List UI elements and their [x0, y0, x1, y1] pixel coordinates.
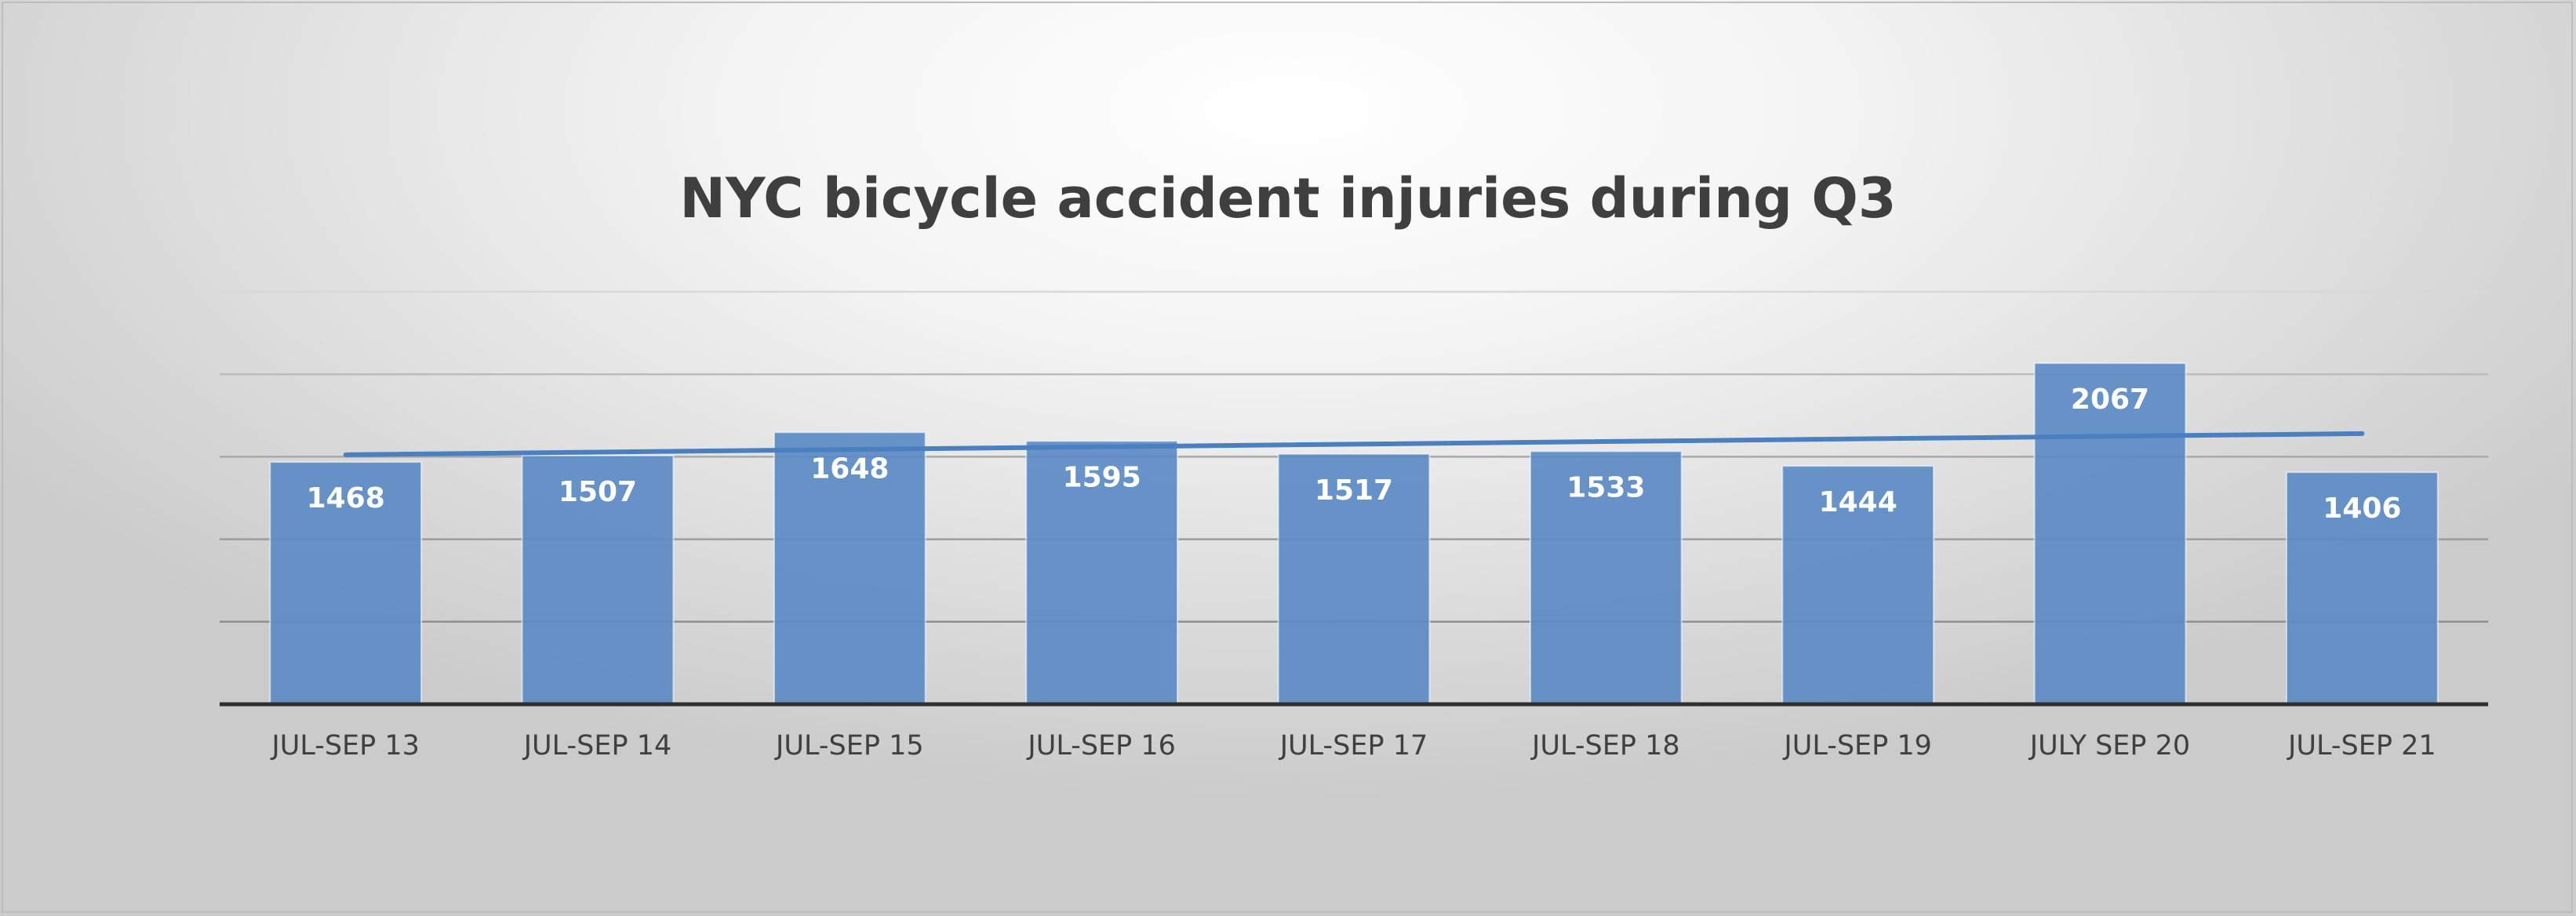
- bar: [521, 454, 675, 705]
- chart-title: NYC bicycle accident injuries during Q3: [679, 166, 1897, 231]
- bar-value-label: 2067: [2071, 383, 2149, 416]
- data-labels: 1468 1507 1648 1595 1517 1533 1444 2067 1406: [307, 383, 2402, 525]
- bar-value-label: 1444: [1819, 486, 1897, 518]
- bar-value-label: 1648: [810, 453, 889, 485]
- trendline: [343, 431, 2365, 457]
- x-tick-label: JUL-SEP 18: [1530, 730, 1680, 762]
- bar: [1025, 440, 1179, 705]
- bar: [773, 431, 926, 705]
- bar-value-label: 1406: [2323, 493, 2401, 525]
- bar-value-label: 1468: [307, 482, 385, 514]
- bar: [1277, 453, 1431, 705]
- bars: [269, 362, 2439, 705]
- bar-value-label: 1533: [1566, 471, 1645, 503]
- x-tick-label: JUL-SEP 16: [1026, 730, 1176, 762]
- bar: [2285, 471, 2439, 705]
- x-tick-label: JUL-SEP 15: [774, 730, 924, 762]
- bar: [1781, 465, 1935, 705]
- bar: [2033, 362, 2187, 705]
- x-axis: JUL-SEP 13 JUL-SEP 14 JUL-SEP 15 JUL-SEP 16…: [220, 702, 2488, 762]
- x-tick-label: JUL-SEP 14: [522, 730, 672, 762]
- trendline-layer: [343, 431, 2365, 457]
- x-tick-label: JUL-SEP 19: [1782, 730, 1932, 762]
- bar-value-label: 1517: [1315, 474, 1393, 507]
- x-tick-label: JULY SEP 20: [2028, 730, 2190, 762]
- x-tick-label: JUL-SEP 21: [2287, 730, 2436, 762]
- bar-value-label: 1507: [558, 476, 637, 508]
- bar-value-label: 1595: [1063, 461, 1141, 493]
- x-tick-label: JUL-SEP 13: [270, 730, 420, 762]
- bar: [1529, 450, 1683, 705]
- x-tick-label: JUL-SEP 17: [1279, 730, 1428, 762]
